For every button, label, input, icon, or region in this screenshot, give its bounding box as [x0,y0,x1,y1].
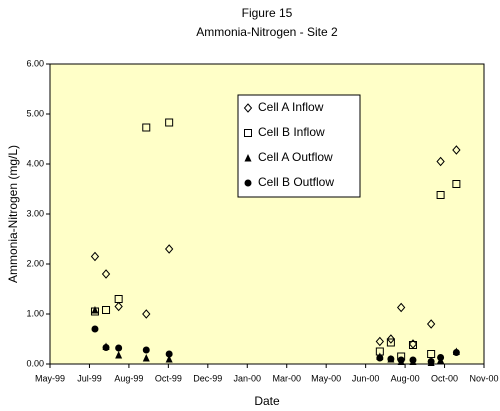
x-tick-label: Oct-99 [155,373,182,383]
legend-marker [244,154,252,162]
legend-label: Cell B Inflow [258,125,325,139]
data-point [102,344,110,351]
data-point [114,295,123,303]
legend-label: Cell B Outflow [258,175,334,189]
data-point [142,123,151,132]
data-point [164,244,174,254]
data-point [397,356,405,364]
legend-marker [243,103,253,113]
legend-box [237,94,361,198]
data-point [437,354,445,361]
data-point [90,251,100,262]
x-tick-label: Oct-00 [431,373,458,383]
data-point [409,356,417,364]
data-point [386,334,396,344]
data-point [114,301,123,312]
x-tick-label: Jul-99 [77,373,102,383]
data-point [115,344,123,352]
data-point [142,346,150,354]
data-point [408,341,417,349]
chart-title: Figure 15 [242,6,293,20]
chart-subtitle: Ammonia-Nitrogen - Site 2 [196,25,338,39]
y-tick-label: 6.00 [26,58,44,68]
data-point [376,354,384,362]
x-tick-label: Jan-00 [234,373,262,383]
y-tick-label: 3.00 [26,208,44,218]
data-point [452,145,461,155]
legend-marker [244,179,252,187]
y-tick-label: 0.00 [26,358,44,368]
data-point [91,325,99,333]
y-tick-label: 4.00 [26,158,44,168]
legend-label: Cell A Inflow [258,100,324,114]
data-point [165,355,173,363]
data-point [427,350,436,358]
x-tick-label: Aug-00 [391,373,420,383]
legend-label: Cell A Outflow [258,150,333,164]
x-tick-label: May-00 [311,373,341,383]
data-point [102,306,111,314]
data-point [426,319,436,329]
data-point [101,269,111,279]
x-tick-label: Aug-99 [114,373,143,383]
x-tick-label: Jun-00 [352,373,380,383]
x-tick-label: Mar-00 [272,373,301,383]
data-point [436,156,445,167]
data-point [386,338,395,347]
data-point [436,191,445,199]
x-tick-label: May-99 [35,373,65,383]
x-tick-label: Nov-00 [469,373,498,383]
data-point [396,302,406,313]
y-axis-label: Ammonia-Nitrogen (mg/L) [6,145,20,283]
data-point [375,336,385,347]
x-axis-label: Date [254,394,280,408]
data-point [115,351,123,359]
data-point [387,355,395,363]
y-tick-label: 5.00 [26,108,44,118]
y-tick-label: 1.00 [26,308,44,318]
data-point [452,180,461,188]
y-tick-label: 2.00 [26,258,44,268]
x-tick-label: Dec-99 [193,373,222,383]
data-point [427,358,435,365]
data-point [91,306,99,314]
data-point [452,349,460,356]
data-point [142,309,151,319]
data-point [142,354,150,362]
legend-marker [244,129,252,137]
data-point [165,350,173,358]
data-point [165,118,174,127]
